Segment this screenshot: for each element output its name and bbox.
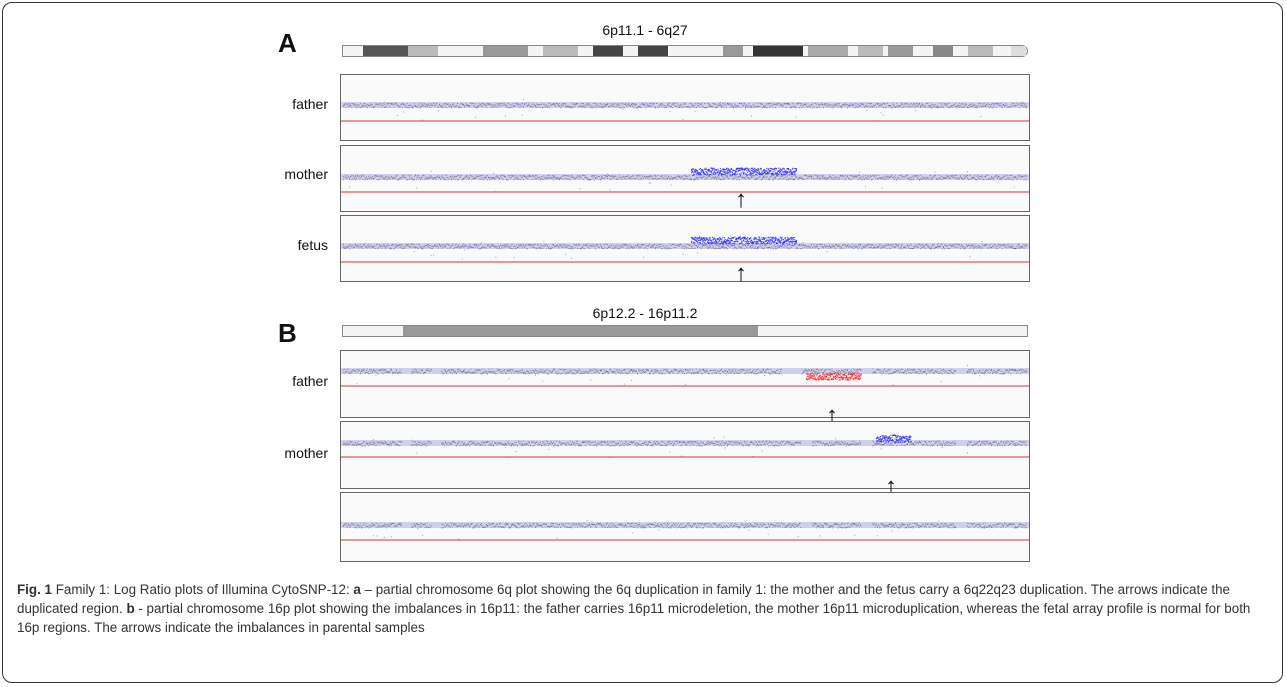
ideogram-band <box>723 46 743 56</box>
data-points <box>343 167 1027 193</box>
panel-b-chromosome-ideogram <box>342 325 1028 337</box>
ideogram-band <box>543 46 578 56</box>
ideogram-band <box>403 326 758 336</box>
panel-a-sample-label-father: father <box>292 96 328 112</box>
panel-b-plot-father <box>340 350 1030 418</box>
panel-a-region-label: 6p11.1 - 6q27 <box>602 22 688 38</box>
caption-fig-label: Fig. 1 <box>17 582 52 597</box>
ideogram-band <box>1011 46 1026 56</box>
log-ratio-scatter <box>341 434 1029 458</box>
log-ratio-scatter <box>341 167 1029 193</box>
caption-a-label: a <box>353 582 361 597</box>
data-points <box>343 236 1027 260</box>
ideogram-band <box>808 46 848 56</box>
panel-b-plot-fetus <box>340 492 1030 562</box>
caption-b-label: b <box>126 601 135 616</box>
log-ratio-scatter <box>341 364 1029 387</box>
data-points <box>343 520 1027 540</box>
panel-a-arrow-mother: ↑ <box>735 186 747 213</box>
panel-a-plot-mother <box>340 145 1030 212</box>
caption-b-text: - partial chromosome 16p plot showing th… <box>17 601 1251 635</box>
log-ratio-scatter <box>341 520 1029 541</box>
ideogram-band <box>753 46 803 56</box>
ideogram-band <box>593 46 623 56</box>
caption-a-text: – partial chromosome 6q plot showing the… <box>17 582 1231 616</box>
caption-intro: Family 1: Log Ratio plots of Illumina Cy… <box>51 582 354 597</box>
panel-a-plot-father <box>340 74 1030 141</box>
figure-caption: Fig. 1 Family 1: Log Ratio plots of Illu… <box>17 580 1272 637</box>
log-ratio-scatter <box>341 236 1029 263</box>
panel-b-region-label: 6p12.2 - 16p11.2 <box>592 305 698 321</box>
ideogram-band <box>638 46 668 56</box>
panel-a-plot-fetus <box>340 215 1030 282</box>
ideogram-band <box>968 46 993 56</box>
panel-a-sample-label-fetus: fetus <box>297 237 328 253</box>
panel-b-sample-label-mother: mother <box>284 445 328 461</box>
panel-b-plot-mother <box>340 421 1030 489</box>
data-points <box>343 434 1027 458</box>
panel-b-sample-label-father: father <box>292 373 328 389</box>
panel-b-letter: B <box>278 318 297 348</box>
data-points <box>343 98 1027 122</box>
ideogram-band <box>933 46 953 56</box>
data-points <box>343 364 1027 387</box>
panel-a-sample-label-mother: mother <box>284 166 328 182</box>
panel-a-arrow-fetus: ↑ <box>735 260 747 287</box>
ideogram-band <box>363 46 408 56</box>
ideogram-band <box>858 46 883 56</box>
ideogram-band <box>408 46 438 56</box>
panel-a-letter: A <box>278 28 297 58</box>
ideogram-band <box>483 46 528 56</box>
ideogram-band <box>888 46 913 56</box>
panel-a-chromosome-ideogram <box>342 45 1028 57</box>
log-ratio-scatter <box>341 98 1029 122</box>
